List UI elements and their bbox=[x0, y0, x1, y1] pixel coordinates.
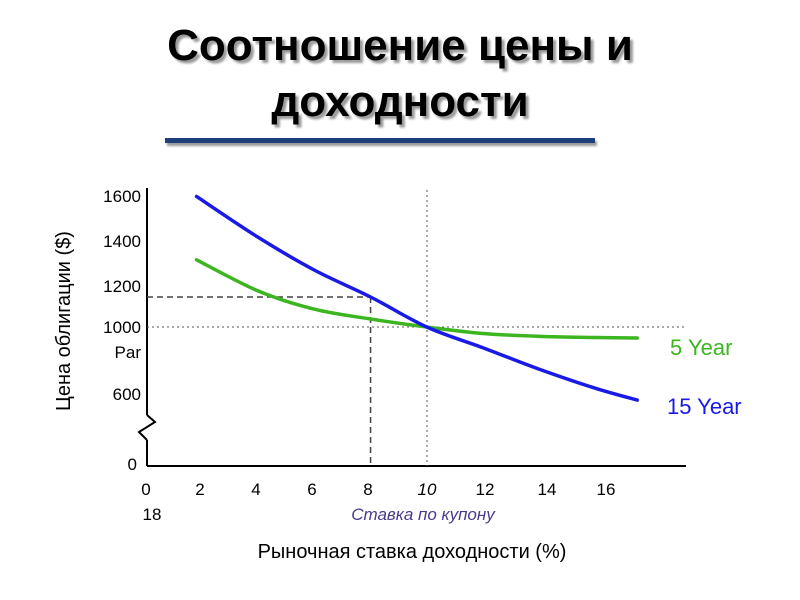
x-tick-0: 0 bbox=[141, 480, 150, 499]
x-tick-18: 18 bbox=[143, 505, 162, 524]
x-tick-8: 8 bbox=[363, 480, 372, 499]
title-underline bbox=[165, 138, 595, 143]
coupon-rate-label: Ставка по купону bbox=[351, 505, 496, 524]
x-tick-10: 10 bbox=[418, 480, 437, 499]
x-tick-16: 16 bbox=[597, 480, 616, 499]
series-line-5-year bbox=[194, 258, 639, 340]
y-tick-1600: 1600 bbox=[103, 187, 141, 206]
x-tick-2: 2 bbox=[195, 480, 204, 499]
x-tick-14: 14 bbox=[538, 480, 557, 499]
x-tick-12: 12 bbox=[476, 480, 495, 499]
series-line-15-year bbox=[194, 194, 639, 402]
y-tick-600: 600 bbox=[113, 385, 141, 404]
series-label-5-year: 5 Year bbox=[670, 335, 732, 360]
series-label-15-year: 15 Year bbox=[667, 394, 742, 419]
page-title: Соотношение цены и доходности bbox=[0, 18, 800, 130]
y-axis-title: Цена облигации ($) bbox=[53, 231, 75, 411]
y-tick-0: 0 bbox=[128, 455, 137, 474]
x-axis-title: Рыночная ставка доходности (%) bbox=[258, 541, 567, 563]
y-tick-1000: 1000 bbox=[103, 318, 141, 337]
title-line-1: Соотношение цены и bbox=[167, 21, 633, 70]
title-line-2: доходности bbox=[271, 77, 529, 126]
y-tick-1400: 1400 bbox=[103, 232, 141, 251]
x-tick-6: 6 bbox=[307, 480, 316, 499]
axis-break-icon bbox=[137, 414, 157, 441]
y-tick-1200: 1200 bbox=[103, 277, 141, 296]
x-tick-4: 4 bbox=[251, 480, 260, 499]
y-tick-par: Par bbox=[115, 343, 142, 362]
